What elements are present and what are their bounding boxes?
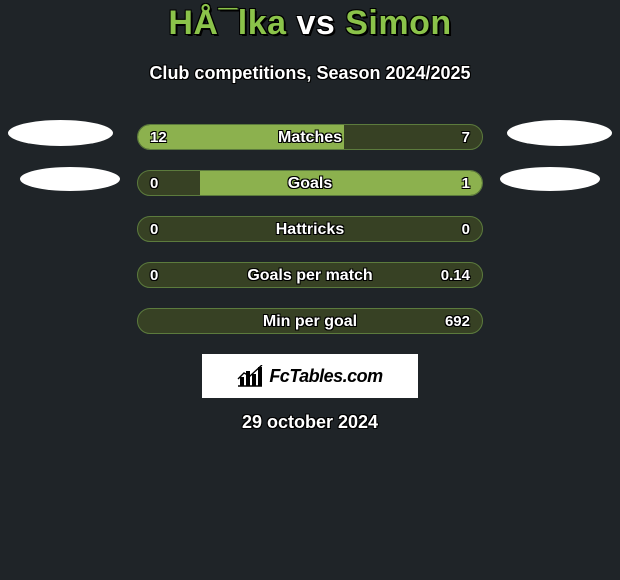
stat-bar: 0 0.14 Goals per match — [137, 262, 483, 288]
page-title: HÅ¯lka vs Simon — [0, 4, 620, 43]
stat-left-value: 12 — [150, 125, 167, 150]
stats-rows: 12 7 Matches 0 1 Goals 0 0 Hattricks — [0, 124, 620, 336]
stat-row: 0 1 Goals — [0, 170, 620, 198]
stat-bar: 0 0 Hattricks — [137, 216, 483, 242]
player-left-marker — [8, 120, 113, 146]
stat-row: 0 0.14 Goals per match — [0, 262, 620, 290]
stat-label: Min per goal — [138, 309, 482, 334]
stat-label: Goals per match — [138, 263, 482, 288]
stat-left-value: 0 — [150, 217, 158, 242]
snapshot-date: 29 october 2024 — [0, 412, 620, 433]
stat-bar-fill-left — [138, 125, 344, 149]
fctables-logo-link[interactable]: FcTables.com — [202, 354, 418, 398]
player-right-marker — [507, 120, 612, 146]
stat-left-value: 0 — [150, 263, 158, 288]
page-root: HÅ¯lka vs Simon Club competitions, Seaso… — [0, 0, 620, 580]
stat-row: 12 7 Matches — [0, 124, 620, 152]
logo-text: FcTables.com — [269, 366, 382, 387]
stat-right-value: 0.14 — [441, 263, 470, 288]
stat-row: 0 0 Hattricks — [0, 216, 620, 244]
stat-right-value: 0 — [462, 217, 470, 242]
subtitle: Club competitions, Season 2024/2025 — [0, 63, 620, 84]
player-right-name: Simon — [345, 4, 451, 42]
stat-right-value: 7 — [462, 125, 470, 150]
player-left-name: HÅ¯lka — [168, 4, 286, 42]
stat-bar: 12 7 Matches — [137, 124, 483, 150]
stat-bar-fill-right — [200, 171, 482, 195]
stat-right-value: 1 — [462, 171, 470, 196]
vs-text: vs — [287, 4, 346, 42]
player-left-marker — [20, 167, 120, 191]
stat-row: 692 Min per goal — [0, 308, 620, 336]
stat-bar: 692 Min per goal — [137, 308, 483, 334]
stat-label: Hattricks — [138, 217, 482, 242]
bar-chart-icon — [237, 365, 263, 387]
stat-right-value: 692 — [445, 309, 470, 334]
stat-left-value: 0 — [150, 171, 158, 196]
player-right-marker — [500, 167, 600, 191]
stat-bar: 0 1 Goals — [137, 170, 483, 196]
